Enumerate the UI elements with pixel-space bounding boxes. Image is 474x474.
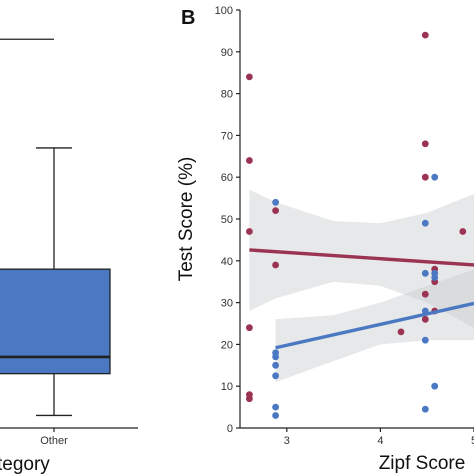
data-point-series-1 [421, 31, 429, 39]
data-point-series-1 [421, 140, 429, 148]
data-points [246, 31, 467, 419]
data-point-series-2 [272, 198, 279, 206]
data-point-series-2 [421, 269, 429, 277]
x-tick-label: 5 [471, 435, 474, 447]
y-tick-label: 40 [221, 256, 233, 268]
y-tick-label: 0 [227, 423, 233, 435]
y-tick-label: 20 [221, 339, 233, 351]
data-point-series-2 [421, 219, 429, 227]
x-tick-label: 4 [377, 435, 383, 447]
y-tick-label: 60 [221, 172, 233, 184]
y-tick-label: 100 [215, 5, 233, 17]
x-tick-label-other: Other [40, 435, 68, 447]
data-point-series-1 [421, 290, 429, 298]
panel-label-b: B [181, 7, 195, 29]
y-tick-label: 50 [221, 214, 233, 226]
data-point-series-2 [272, 412, 279, 419]
data-point-series-2 [421, 336, 429, 344]
y-tick-label: 30 [221, 298, 233, 310]
data-point-series-1 [246, 324, 253, 332]
panel-b-axes: 0 10 20 30 40 50 60 70 80 90 100 3 4 5 [215, 5, 474, 447]
confidence-ribbons [249, 189, 474, 382]
data-point-series-2 [431, 274, 439, 281]
fit-line-series-2 [275, 301, 474, 350]
fit-line-series-1 [249, 248, 474, 267]
data-point-series-2 [272, 353, 279, 361]
data-point-series-1 [397, 328, 405, 336]
fit-lines [249, 248, 474, 350]
panel-a-box-plot: Other tegory [0, 38, 138, 474]
y-tick-label: 90 [221, 47, 233, 59]
y-tick-label: 70 [221, 130, 233, 142]
panel-b-scatter-plot: 0 10 20 30 40 50 60 70 80 90 100 3 4 5 B Zipf Score T… [176, 5, 474, 474]
y-tick-label: 10 [221, 381, 233, 393]
data-point-series-1 [421, 315, 429, 323]
data-point-series-1 [272, 207, 279, 215]
data-point-series-1 [246, 228, 253, 235]
data-point-series-2 [272, 372, 279, 380]
box-plot-other [0, 38, 111, 417]
data-point-series-2 [431, 382, 439, 390]
data-point-series-2 [272, 403, 279, 411]
y-tick-label: 80 [221, 89, 233, 101]
data-point-series-2 [421, 405, 429, 413]
data-point-series-1 [421, 173, 429, 181]
panel-b-x-axis-title: Zipf Score [379, 453, 466, 474]
panel-b-y-axis-title: Test Score (%) [176, 157, 197, 282]
data-point-series-1 [246, 73, 253, 81]
data-point-series-1 [246, 395, 253, 403]
data-point-series-1 [272, 261, 279, 269]
data-point-series-2 [431, 173, 439, 181]
x-tick-label: 3 [284, 435, 290, 447]
data-point-series-2 [272, 361, 279, 369]
data-point-series-1 [246, 157, 253, 164]
panel-a-x-axis-title: tegory [0, 454, 50, 474]
data-point-series-1 [459, 228, 467, 235]
